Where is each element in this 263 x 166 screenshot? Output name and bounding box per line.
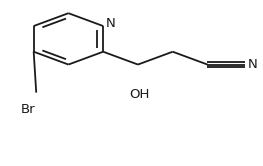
Text: Br: Br bbox=[21, 103, 36, 116]
Text: N: N bbox=[106, 17, 115, 30]
Text: OH: OH bbox=[129, 88, 149, 101]
Text: N: N bbox=[248, 58, 258, 71]
